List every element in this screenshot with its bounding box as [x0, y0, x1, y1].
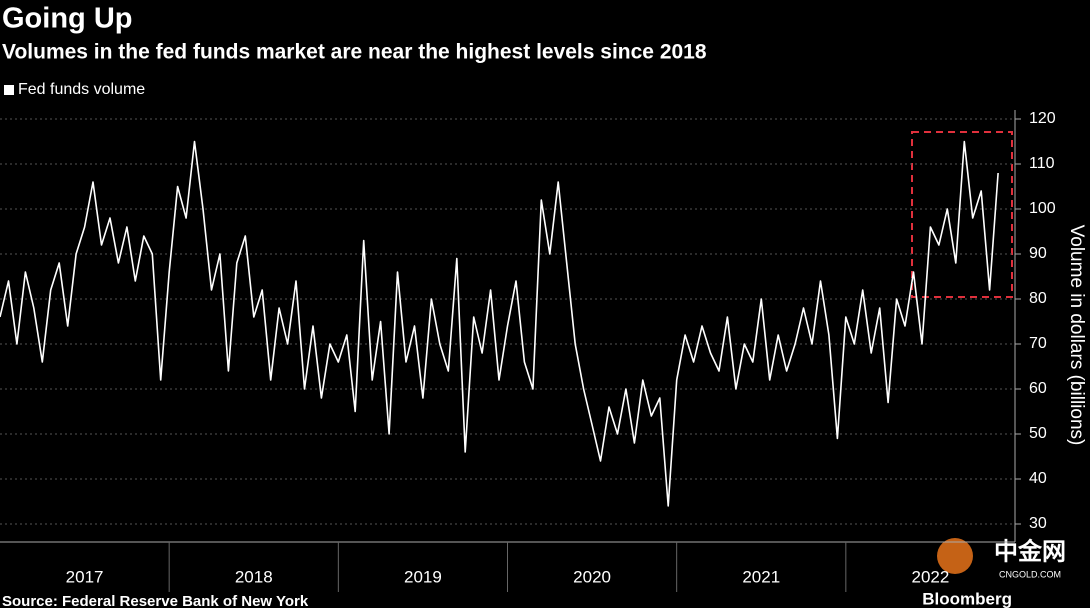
watermark-logo [937, 538, 973, 574]
y-tick-label: 40 [1029, 470, 1047, 487]
y-axis-title: Volume in dollars (billions) [1066, 225, 1087, 446]
brand: Bloomberg [922, 589, 1012, 608]
line-series [0, 140, 999, 507]
legend-label: Fed funds volume [18, 81, 145, 98]
x-tick-label: 2017 [66, 567, 104, 586]
y-tick-label: 30 [1029, 515, 1047, 532]
source: Source: Federal Reserve Bank of New York [2, 593, 309, 608]
x-tick-label: 2021 [742, 567, 780, 586]
y-tick-label: 90 [1029, 245, 1047, 262]
x-tick-label: 2022 [912, 567, 950, 586]
y-tick-label: 120 [1029, 110, 1056, 127]
chart-title: Going Up [2, 3, 132, 35]
y-tick-label: 110 [1029, 155, 1055, 172]
y-tick-label: 70 [1029, 335, 1047, 352]
x-tick-label: 2019 [404, 567, 442, 586]
y-tick-label: 100 [1029, 200, 1056, 217]
y-tick-label: 50 [1029, 425, 1047, 442]
x-tick-label: 2020 [573, 567, 611, 586]
y-tick-label: 60 [1029, 380, 1047, 397]
legend-swatch [4, 85, 14, 95]
chart-subtitle: Volumes in the fed funds market are near… [2, 41, 707, 64]
x-tick-label: 2018 [235, 567, 273, 586]
watermark-url: CNGOLD.COM [999, 569, 1061, 579]
y-tick-label: 80 [1029, 290, 1047, 307]
highlight-box [911, 131, 1013, 298]
